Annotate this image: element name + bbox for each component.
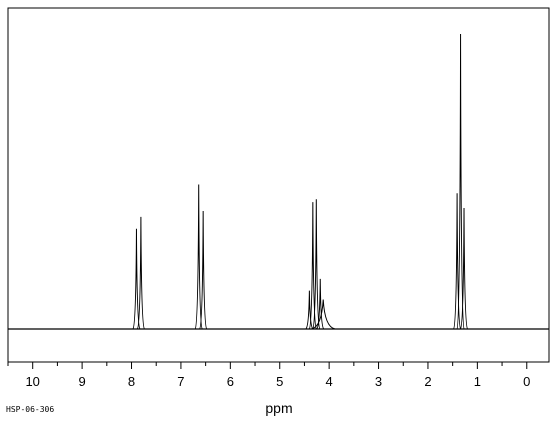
x-tick-label: 2 xyxy=(424,374,431,389)
x-tick-label: 8 xyxy=(128,374,135,389)
x-tick-label: 5 xyxy=(276,374,283,389)
plot-frame xyxy=(7,7,550,363)
spectrum-peak-6 xyxy=(312,199,321,330)
x-tick-label: 1 xyxy=(474,374,481,389)
spectrum-code-label: HSP-06-306 xyxy=(6,405,54,414)
x-tick-label: 9 xyxy=(78,374,85,389)
spectrum-peak-2 xyxy=(194,184,203,330)
x-axis-title: ppm xyxy=(265,400,292,416)
x-tick-label: 4 xyxy=(326,374,333,389)
spectrum-peak-4 xyxy=(305,290,314,330)
spectrum-peak-0 xyxy=(132,228,141,330)
x-tick-label: 6 xyxy=(227,374,234,389)
x-axis: 10 9 8 7 6 5 4 3 2 1 0 xyxy=(7,362,530,389)
spectrum-peak-1 xyxy=(136,216,145,330)
spectrum-layer xyxy=(8,33,549,330)
x-tick-label: 10 xyxy=(25,374,39,389)
x-tick-label: 3 xyxy=(375,374,382,389)
spectrum-peak-9 xyxy=(453,193,462,330)
x-tick-label: 7 xyxy=(177,374,184,389)
spectrum-peak-5 xyxy=(308,202,317,330)
spectrum-peak-8 xyxy=(311,299,336,330)
spectrum-peak-11 xyxy=(459,208,469,330)
x-tick-label: 0 xyxy=(523,374,530,389)
spectrum-peak-3 xyxy=(199,210,208,330)
